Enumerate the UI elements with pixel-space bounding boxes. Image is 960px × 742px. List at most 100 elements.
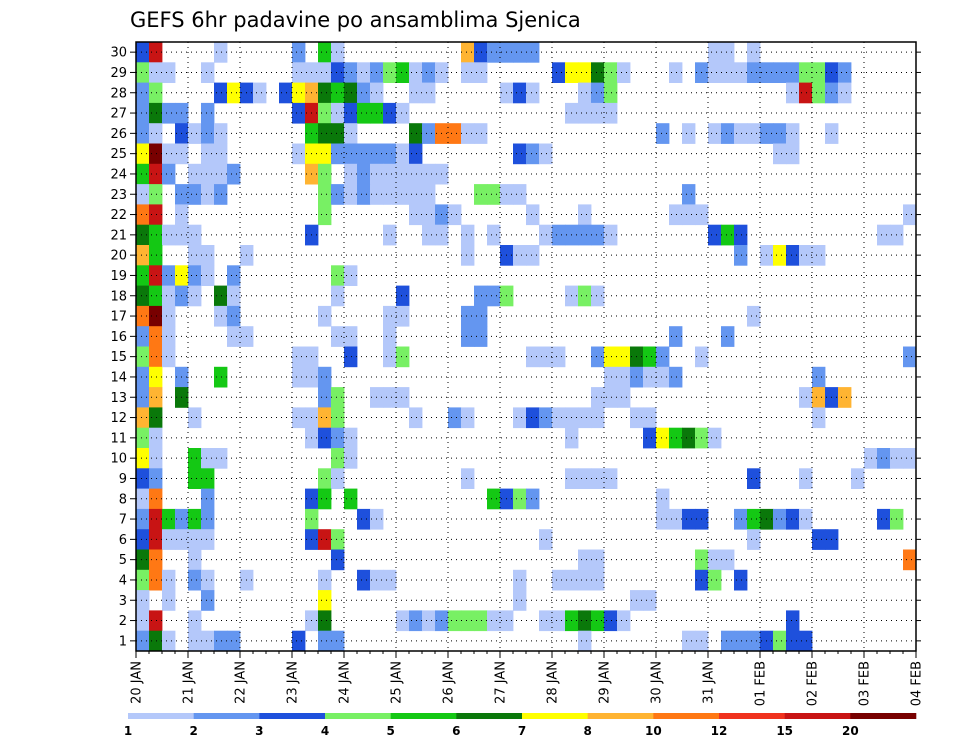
- heatmap-cell: [747, 468, 761, 489]
- colorbar-tick-label: 15: [776, 724, 793, 738]
- heatmap-cell: [149, 163, 163, 185]
- colorbar-tick-label: 2: [189, 724, 197, 738]
- heatmap-cell: [344, 427, 358, 449]
- heatmap-cell: [396, 62, 410, 83]
- y-tick-label: 9: [119, 472, 127, 487]
- heatmap-cell: [604, 224, 618, 246]
- heatmap-cell: [149, 285, 163, 307]
- heatmap-cell: [682, 630, 696, 652]
- x-tick-label: 26 JAN: [442, 661, 457, 704]
- heatmap-cell: [344, 163, 358, 185]
- y-tick-label: 29: [110, 66, 127, 81]
- heatmap-cell: [149, 305, 163, 327]
- colorbar-tick-label: 4: [321, 724, 329, 738]
- heatmap-cell: [474, 123, 488, 144]
- heatmap-cell: [201, 102, 215, 124]
- heatmap-cells: [136, 42, 917, 652]
- heatmap-cell: [383, 346, 397, 368]
- heatmap-cell: [734, 224, 748, 246]
- heatmap-cell: [539, 610, 553, 632]
- colorbar-swatch: [325, 713, 391, 719]
- heatmap-cell: [578, 549, 592, 571]
- heatmap-cell: [604, 82, 618, 104]
- heatmap-cell: [162, 102, 176, 124]
- heatmap-cell: [734, 123, 748, 144]
- heatmap-cell: [812, 407, 826, 429]
- heatmap-cell: [721, 62, 735, 83]
- heatmap-cell: [188, 184, 202, 205]
- heatmap-cell: [747, 529, 761, 550]
- heatmap-cell: [149, 42, 163, 63]
- y-tick-label: 17: [110, 310, 127, 325]
- heatmap-cell: [357, 82, 371, 104]
- heatmap-cell: [149, 62, 163, 83]
- y-tick-label: 6: [119, 533, 127, 548]
- heatmap-cell: [812, 62, 826, 83]
- heatmap-cell: [136, 610, 150, 632]
- heatmap-cell: [747, 123, 761, 144]
- heatmap-cell: [136, 346, 150, 368]
- grid-lines: [135, 42, 917, 651]
- heatmap-cell: [357, 508, 371, 530]
- heatmap-cell: [812, 82, 826, 104]
- heatmap-cell: [552, 407, 566, 429]
- heatmap-cell: [201, 630, 215, 652]
- heatmap-cell: [383, 163, 397, 185]
- heatmap-cell: [773, 62, 787, 83]
- heatmap-cell: [331, 529, 345, 550]
- heatmap-cell: [227, 630, 241, 652]
- heatmap-cell: [591, 102, 605, 124]
- x-tick-label: 25 JAN: [390, 661, 405, 704]
- heatmap-cell: [201, 448, 215, 469]
- heatmap-cell: [422, 62, 436, 83]
- y-tick-label: 2: [119, 614, 127, 629]
- heatmap-cell: [448, 407, 462, 429]
- heatmap-cell: [331, 549, 345, 571]
- heatmap-cell: [162, 630, 176, 652]
- heatmap-cell: [799, 630, 813, 652]
- heatmap-cell: [227, 285, 241, 307]
- heatmap-cell: [786, 123, 800, 144]
- heatmap-cell: [578, 610, 592, 632]
- heatmap-cell: [188, 163, 202, 185]
- heatmap-cell: [578, 204, 592, 226]
- heatmap-cell: [344, 143, 358, 165]
- heatmap-cell: [136, 102, 150, 124]
- heatmap-cell: [669, 427, 683, 449]
- y-tick-label: 10: [110, 452, 127, 467]
- heatmap-cell: [474, 326, 488, 347]
- heatmap-cell: [331, 184, 345, 205]
- heatmap-cell: [656, 488, 670, 510]
- heatmap-cell: [799, 245, 813, 266]
- heatmap-cell: [461, 407, 475, 429]
- heatmap-cell: [669, 508, 683, 530]
- heatmap-cell: [149, 366, 163, 388]
- heatmap-cell: [136, 590, 150, 611]
- heatmap-cell: [591, 285, 605, 307]
- heatmap-cell: [513, 82, 527, 104]
- heatmap-cell: [656, 346, 670, 368]
- heatmap-cell: [136, 326, 150, 347]
- heatmap-cell: [149, 529, 163, 550]
- heatmap-cell: [552, 569, 566, 591]
- heatmap-cell: [149, 265, 163, 286]
- heatmap-cell: [188, 529, 202, 550]
- heatmap-cell: [201, 590, 215, 611]
- y-tick-label: 22: [110, 208, 127, 223]
- y-tick-label: 23: [110, 188, 127, 203]
- heatmap-cell: [331, 427, 345, 449]
- heatmap-cell: [578, 569, 592, 591]
- heatmap-cell: [318, 427, 332, 449]
- heatmap-cell: [149, 224, 163, 246]
- heatmap-cell: [396, 102, 410, 124]
- heatmap-cell: [383, 62, 397, 83]
- y-tick-label: 1: [119, 634, 127, 649]
- heatmap-cell: [591, 387, 605, 408]
- heatmap-cell: [396, 285, 410, 307]
- heatmap-cell: [539, 346, 553, 368]
- x-tick-label: 04 FEB: [910, 661, 925, 706]
- heatmap-cell: [838, 62, 852, 83]
- heatmap-cell: [617, 62, 631, 83]
- heatmap-cell: [318, 163, 332, 185]
- heatmap-cell: [617, 610, 631, 632]
